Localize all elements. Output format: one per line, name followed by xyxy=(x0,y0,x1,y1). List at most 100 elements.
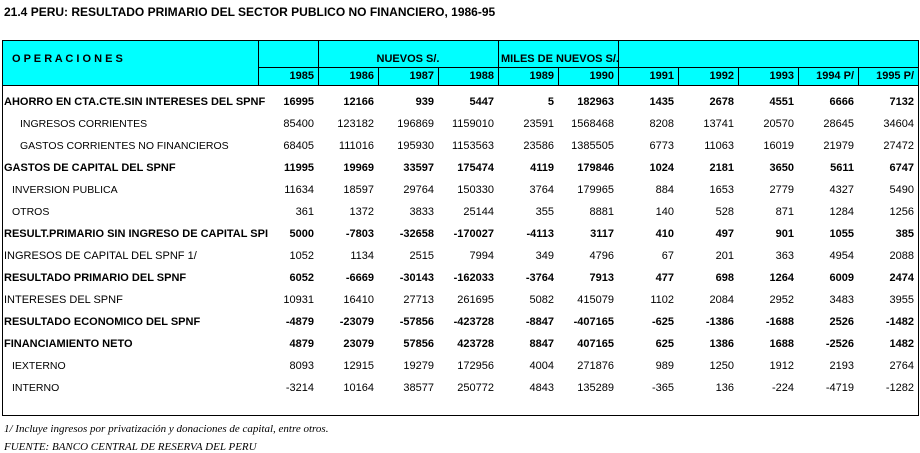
cell-value: 29764 xyxy=(403,184,434,196)
cell-value: -170027 xyxy=(453,228,494,240)
cell-value: 111016 xyxy=(338,140,374,152)
cell-value: 1386 xyxy=(709,338,734,350)
rule xyxy=(258,67,259,85)
cell-value: 7994 xyxy=(469,250,494,262)
cell-value: 1264 xyxy=(769,272,794,284)
cell-value: 18597 xyxy=(343,184,374,196)
year-header: 1993 xyxy=(769,70,794,82)
cell-value: -1386 xyxy=(705,316,734,328)
row-label: RESULTADO PRIMARIO DEL SPNF xyxy=(4,272,187,284)
cell-value: -6669 xyxy=(345,272,374,284)
rule xyxy=(918,40,919,416)
rule xyxy=(378,67,379,85)
cell-value: 1482 xyxy=(889,338,914,350)
row-label: INVERSION PUBLICA xyxy=(12,184,118,196)
cell-value: 4004 xyxy=(529,360,554,372)
cell-value: 4327 xyxy=(829,184,854,196)
cell-value: -162033 xyxy=(453,272,494,284)
cell-value: 10931 xyxy=(283,294,314,306)
rule xyxy=(2,40,3,416)
cell-value: -3214 xyxy=(285,382,314,394)
cell-value: 195930 xyxy=(397,140,434,152)
cell-value: 4843 xyxy=(529,382,554,394)
cell-value: 25144 xyxy=(463,206,494,218)
cell-value: 8208 xyxy=(649,118,674,130)
cell-value: -365 xyxy=(651,382,674,394)
year-header: 1986 xyxy=(349,70,374,82)
row-label: GASTOS DE CAPITAL DEL SPNF xyxy=(4,162,176,174)
cell-value: 361 xyxy=(295,206,314,218)
cell-value: 5 xyxy=(547,96,554,108)
cell-value: 1688 xyxy=(769,338,794,350)
header-band xyxy=(2,40,918,85)
rule xyxy=(738,67,739,85)
cell-value: 57856 xyxy=(403,338,434,350)
cell-value: 2181 xyxy=(709,162,734,174)
cell-value: 3483 xyxy=(829,294,854,306)
cell-value: 1153563 xyxy=(451,140,494,152)
year-header: 1988 xyxy=(469,70,494,82)
cell-value: 407165 xyxy=(577,338,614,350)
cell-value: 11634 xyxy=(284,184,314,196)
year-header: 1991 xyxy=(649,70,674,82)
cell-value: 698 xyxy=(715,272,734,284)
cell-value: 884 xyxy=(655,184,674,196)
cell-value: 1284 xyxy=(829,206,854,218)
cell-value: 8847 xyxy=(529,338,554,350)
cell-value: 175474 xyxy=(457,162,494,174)
cell-value: 23079 xyxy=(343,338,374,350)
cell-value: 355 xyxy=(535,206,554,218)
cell-value: 2474 xyxy=(889,272,914,284)
cell-value: 27713 xyxy=(403,294,434,306)
cell-value: 28645 xyxy=(823,118,854,130)
cell-value: -423728 xyxy=(453,316,494,328)
cell-value: -4719 xyxy=(825,382,854,394)
rule xyxy=(498,40,499,67)
cell-value: 1568468 xyxy=(571,118,614,130)
cell-value: -3764 xyxy=(525,272,554,284)
cell-value: 19279 xyxy=(403,360,434,372)
cell-value: 2678 xyxy=(709,96,734,108)
cell-value: -8847 xyxy=(525,316,554,328)
cell-value: 67 xyxy=(661,250,674,262)
cell-value: 261695 xyxy=(457,294,494,306)
cell-value: 4879 xyxy=(289,338,314,350)
cell-value: 123182 xyxy=(337,118,374,130)
rule xyxy=(318,67,319,85)
cell-value: 172956 xyxy=(457,360,494,372)
cell-value: -1482 xyxy=(885,316,914,328)
row-label: FINANCIAMIENTO NETO xyxy=(4,338,133,350)
cell-value: 1055 xyxy=(829,228,854,240)
cell-value: 6773 xyxy=(649,140,674,152)
cell-value: 6666 xyxy=(829,96,854,108)
cell-value: -57856 xyxy=(399,316,434,328)
cell-value: 16019 xyxy=(763,140,794,152)
cell-value: 410 xyxy=(655,228,674,240)
cell-value: 1912 xyxy=(769,360,794,372)
row-label: AHORRO EN CTA.CTE.SIN INTERESES DEL SPNF xyxy=(4,96,266,108)
cell-value: 11063 xyxy=(704,140,734,152)
cell-value: 3833 xyxy=(409,206,434,218)
cell-value: 2084 xyxy=(709,294,734,306)
cell-value: -4113 xyxy=(526,228,554,240)
rule xyxy=(618,67,619,85)
title: 21.4 PERU: RESULTADO PRIMARIO DEL SECTOR… xyxy=(4,5,496,19)
cell-value: 6052 xyxy=(289,272,314,284)
cell-value: 1250 xyxy=(709,360,734,372)
group-header: NUEVOS S/. xyxy=(376,53,440,65)
row-label: INGRESOS CORRIENTES xyxy=(20,118,148,130)
cell-value: 179846 xyxy=(577,162,614,174)
cell-value: 349 xyxy=(535,250,554,262)
cell-value: 5000 xyxy=(289,228,314,240)
cell-value: 3764 xyxy=(529,184,554,196)
cell-value: 179965 xyxy=(577,184,614,196)
rule xyxy=(2,40,919,41)
row-label: GASTOS CORRIENTES NO FINANCIEROS xyxy=(20,140,229,152)
cell-value: 1653 xyxy=(709,184,734,196)
cell-value: 6009 xyxy=(829,272,854,284)
cell-value: 3117 xyxy=(590,228,614,240)
operations-header: O P E R A C I O N E S xyxy=(12,53,123,65)
rule xyxy=(2,415,919,416)
cell-value: 385 xyxy=(895,228,914,240)
cell-value: 415079 xyxy=(577,294,614,306)
